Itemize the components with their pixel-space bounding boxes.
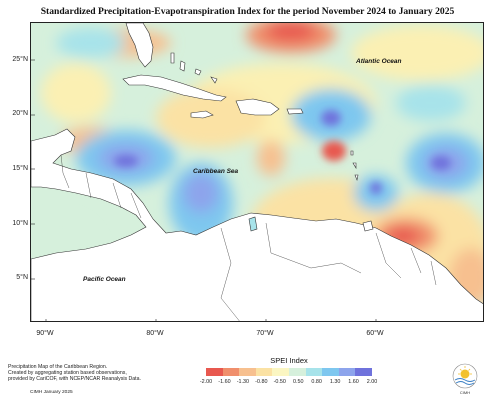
footer-note: CIMH January 2025 xyxy=(30,390,73,395)
caption-line-3: provided by CariCOF, with NCEP/NCAR Rean… xyxy=(8,376,141,383)
lon-label-80w: 80°W xyxy=(146,330,164,337)
spei-field-cores xyxy=(114,110,451,194)
legend-swatch xyxy=(272,368,289,376)
legend-tick-label: 0.50 xyxy=(292,379,304,385)
legend-swatch xyxy=(288,368,306,376)
legend-tick-label: -0.80 xyxy=(255,379,268,385)
legend-tick-label: 1.60 xyxy=(348,379,359,385)
map-caption: Precipitation Map of the Caribbean Regio… xyxy=(8,364,168,383)
legend-title: SPEI Index xyxy=(270,356,308,365)
legend-swatch xyxy=(322,368,339,376)
cimh-logo: CIMH xyxy=(447,362,483,396)
legend-tick-label: -1.30 xyxy=(236,379,250,385)
legend-tick-label: 2.00 xyxy=(366,379,378,385)
legend-colorbar xyxy=(206,368,372,376)
lat-label-5n: 5°N xyxy=(16,274,28,281)
graticule-ticks xyxy=(31,59,377,321)
legend-tick-label: 0.80 xyxy=(311,379,322,385)
legend-tick-label: -2.00 xyxy=(199,379,213,385)
legend-ticks: -2.00 -1.60 -1.30 -0.80 -0.50 0.50 0.80 1.30 1.6… xyxy=(199,379,379,387)
caption-line-2: Created by aggregating station based obs… xyxy=(8,370,127,377)
spei-legend: SPEI Index -2.00 -1.60 -1.30 -0.80 -0.50 0.50… xyxy=(199,356,379,390)
legend-swatch xyxy=(355,368,372,376)
lon-label-60w: 60°W xyxy=(366,330,384,337)
lat-label-15n: 15°N xyxy=(12,165,28,172)
atlantic-ocean-label: Atlantic Ocean xyxy=(355,58,402,65)
spei-map: Atlantic Ocean Caribbean Sea Pacific Oce… xyxy=(30,22,484,322)
legend-swatch xyxy=(338,368,356,376)
legend-swatch xyxy=(206,368,223,376)
legend-swatch xyxy=(305,368,323,376)
legend-swatch xyxy=(255,368,273,376)
pacific-ocean-label: Pacific Ocean xyxy=(83,276,126,283)
lat-label-25n: 25°N xyxy=(12,56,28,63)
spei-map-canvas: Atlantic Ocean Caribbean Sea Pacific Oce… xyxy=(31,23,483,321)
lat-label-20n: 20°N xyxy=(12,110,28,117)
lon-label-70w: 70°W xyxy=(256,330,274,337)
legend-tick-label: -0.50 xyxy=(273,379,286,385)
country-borders xyxy=(60,154,437,321)
caribbean-sea-label: Caribbean Sea xyxy=(193,168,239,175)
legend-swatch xyxy=(239,368,256,376)
map-title: Standardized Precipitation-Evapotranspir… xyxy=(40,6,455,17)
legend-tick-label: -1.60 xyxy=(218,379,231,385)
land-masses xyxy=(31,23,483,321)
legend-swatch xyxy=(222,368,240,376)
caption-line-1: Precipitation Map of the Caribbean Regio… xyxy=(8,364,108,370)
lat-label-10n: 10°N xyxy=(12,220,28,227)
logo-text: CIMH xyxy=(459,390,471,395)
lon-label-90w: 90°W xyxy=(36,330,54,337)
cimh-sun-logo-icon xyxy=(452,363,478,389)
legend-tick-label: 1.30 xyxy=(329,379,341,385)
